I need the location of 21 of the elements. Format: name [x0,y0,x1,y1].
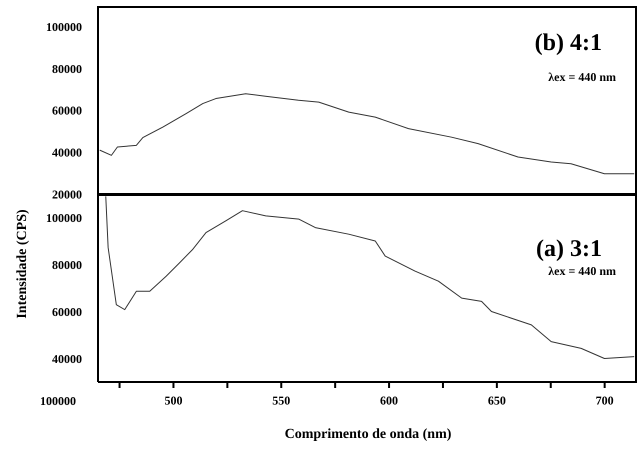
text: (b) 4:1 [534,30,602,57]
x-tick-label: 600 [380,394,398,408]
y-tick-label: 40000 [52,352,82,366]
annotation: λex = 440 nm [548,264,616,279]
text: (a) 3:1 [536,236,602,263]
y-tick-label: 100000 [46,210,82,225]
y-tick-label: 60000 [52,304,82,319]
y-tick-label: 20000 [52,187,82,202]
x-tick-label: 550 [272,394,290,408]
x-tick-label: 650 [488,394,506,408]
y-tick-label: 40000 [52,145,82,160]
y-tick-label: 100000 [46,20,82,34]
y-axis-title: Intensidade (CPS) [15,209,31,319]
annotation: λex = 440 nm [548,70,616,85]
y-tick-label: 60000 [52,104,82,118]
y-tick-label: 80000 [52,258,82,272]
x-tick-label: 500 [164,394,182,408]
y-tick-label: 80000 [52,62,82,76]
x-axis-title: Comprimento de onda (nm) [284,427,452,443]
line-series [99,93,635,174]
x-tick-label: 700 [596,394,614,408]
